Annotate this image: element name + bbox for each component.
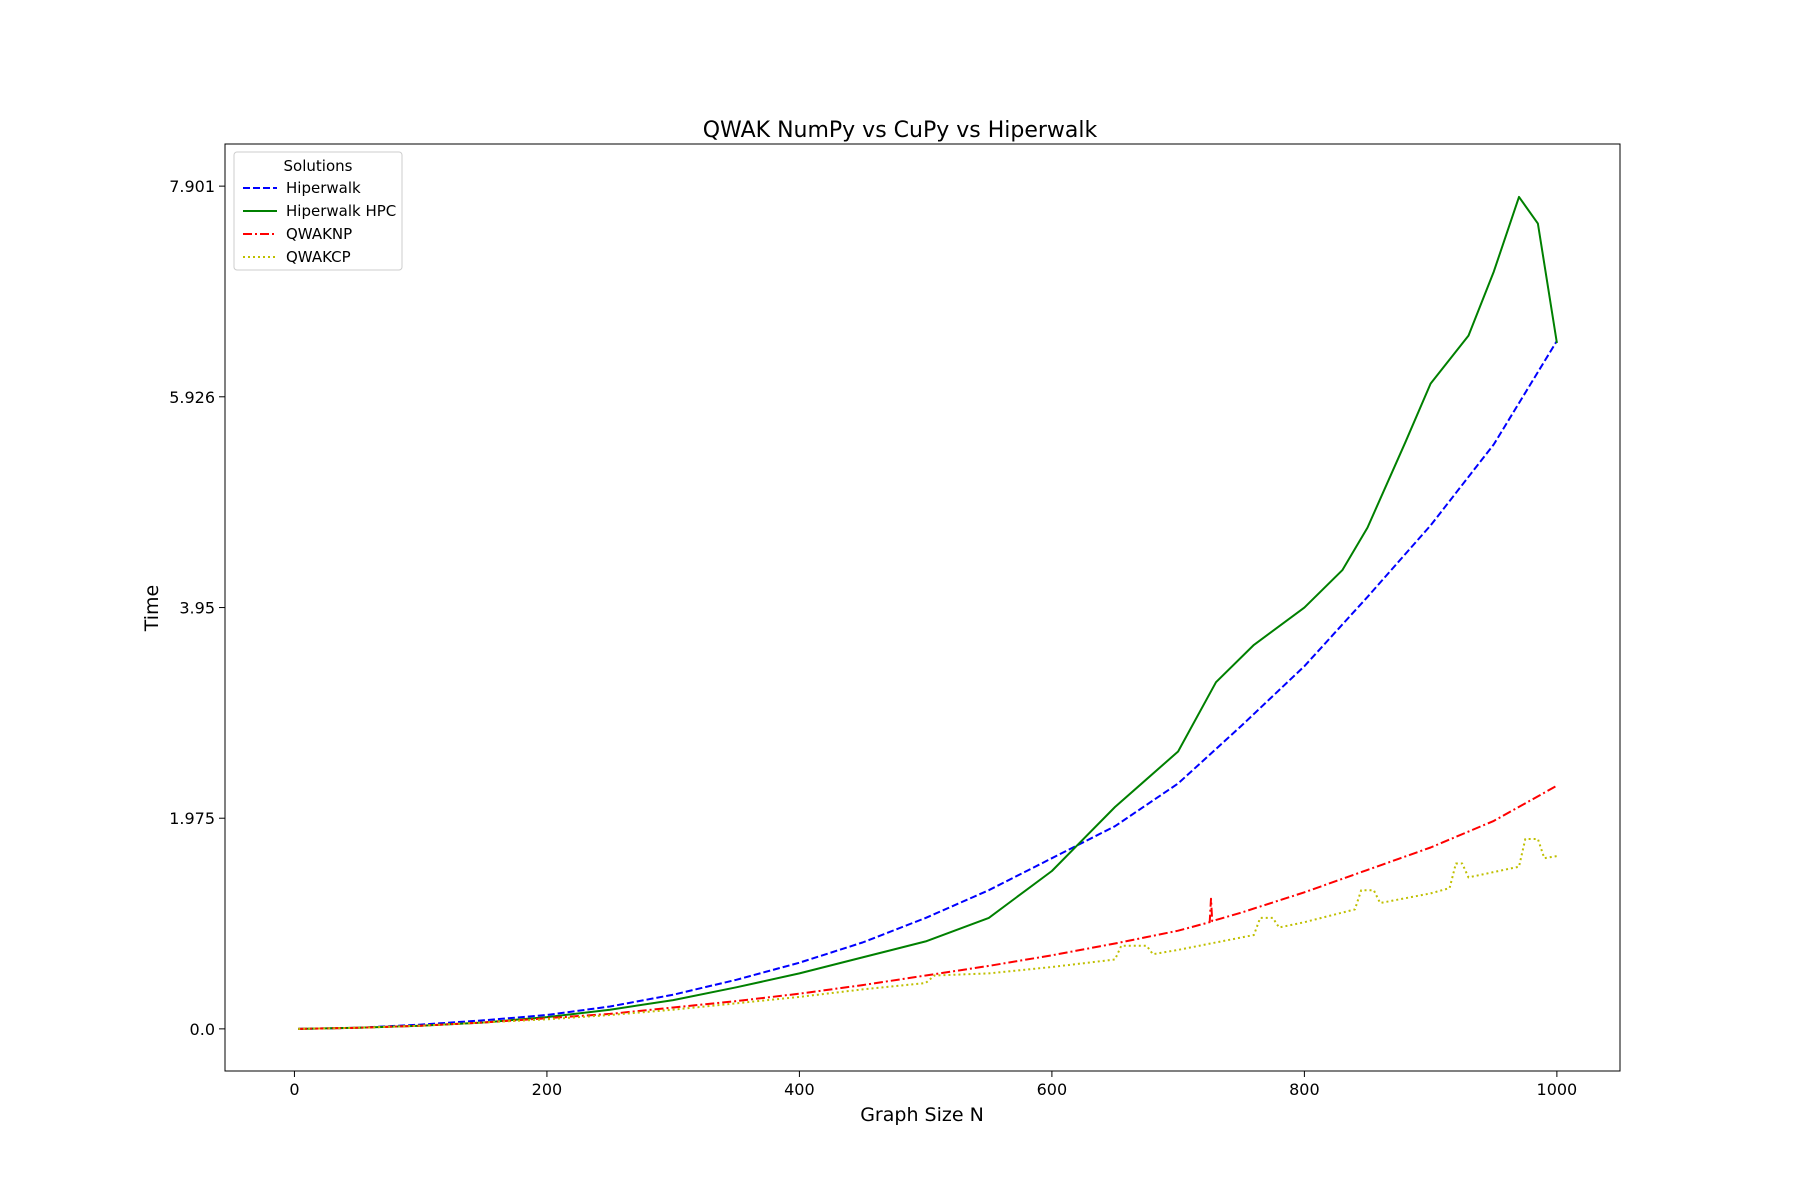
y-tick-label: 3.95 xyxy=(179,599,215,618)
x-tick-label: 600 xyxy=(1037,1080,1068,1099)
x-axis: 0 200 400 600 800 1000 xyxy=(289,1071,1577,1099)
legend: Solutions Hiperwalk Hiperwalk HPC QWAKNP QW… xyxy=(233,151,403,271)
legend-entry: QWAKCP xyxy=(286,248,351,266)
legend-entry: Hiperwalk xyxy=(286,179,361,197)
series-line-qwaknp xyxy=(298,784,1558,1030)
series-line-qwakcp xyxy=(298,838,1558,1030)
legend-entry: QWAKNP xyxy=(286,225,352,243)
plot-frame xyxy=(224,143,1621,1072)
y-tick-label: 5.926 xyxy=(169,388,215,407)
series-group xyxy=(298,195,1558,1030)
x-tick-label: 400 xyxy=(784,1080,815,1099)
legend-entry: Hiperwalk HPC xyxy=(286,202,396,220)
x-tick-label: 1000 xyxy=(1537,1080,1578,1099)
y-tick-label: 1.975 xyxy=(169,809,215,828)
x-tick-label: 0 xyxy=(289,1080,299,1099)
x-tick-label: 200 xyxy=(532,1080,563,1099)
y-tick-label: 0.0 xyxy=(190,1020,215,1039)
x-tick-label: 800 xyxy=(1289,1080,1320,1099)
y-axis: 0.0 1.975 3.95 5.926 7.901 xyxy=(169,177,225,1039)
x-axis-label: Graph Size N xyxy=(860,1104,984,1126)
series-line-hiperwalk-hpc xyxy=(298,195,1558,1030)
series-line-hiperwalk xyxy=(298,340,1558,1030)
y-tick-label: 7.901 xyxy=(169,177,215,196)
legend-box xyxy=(233,151,403,271)
chart-title: QWAK NumPy vs CuPy vs Hiperwalk xyxy=(703,118,1098,143)
y-axis-label: Time xyxy=(141,585,163,633)
legend-title: Solutions xyxy=(284,157,353,175)
